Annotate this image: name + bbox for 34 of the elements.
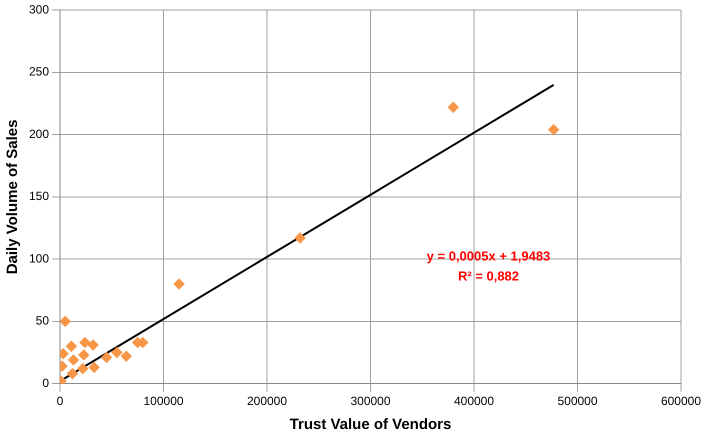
point xyxy=(111,346,122,358)
y-tick-label: 200 xyxy=(28,126,50,141)
y-axis-title: Daily Volume of Sales xyxy=(4,120,22,274)
x-tick-label: 600000 xyxy=(660,394,702,408)
x-tick-label: 500000 xyxy=(557,394,598,408)
point xyxy=(60,316,71,327)
point xyxy=(77,363,88,374)
point xyxy=(79,337,90,348)
x-axis-title: Trust Value of Vendors xyxy=(290,416,452,434)
point xyxy=(66,368,78,380)
point xyxy=(174,278,185,290)
point xyxy=(448,102,459,113)
y-tick-label: 300 xyxy=(28,2,50,17)
x-tick-label: 100000 xyxy=(143,394,184,408)
point xyxy=(101,352,112,363)
point xyxy=(66,340,77,352)
point xyxy=(88,340,99,351)
x-tick-label: 200000 xyxy=(246,394,288,408)
point xyxy=(548,124,560,136)
x-tick-label: 300000 xyxy=(350,394,391,408)
annotation: R² = 0,882 xyxy=(458,268,520,284)
point xyxy=(120,350,132,362)
x-tick-label: 400000 xyxy=(454,394,494,408)
y-tick-label: 0 xyxy=(42,376,50,390)
point xyxy=(88,362,100,373)
y-tick-label: 50 xyxy=(36,314,50,328)
point xyxy=(68,354,79,366)
y-tick-label: 150 xyxy=(28,189,50,204)
point xyxy=(78,349,90,360)
point xyxy=(294,232,306,244)
y-tick-label: 100 xyxy=(28,251,50,266)
y-tick-label: 250 xyxy=(28,64,50,79)
x-tick-label: 0 xyxy=(56,394,64,408)
annotation: y = 0,0005x + 1,9483 xyxy=(426,248,550,264)
